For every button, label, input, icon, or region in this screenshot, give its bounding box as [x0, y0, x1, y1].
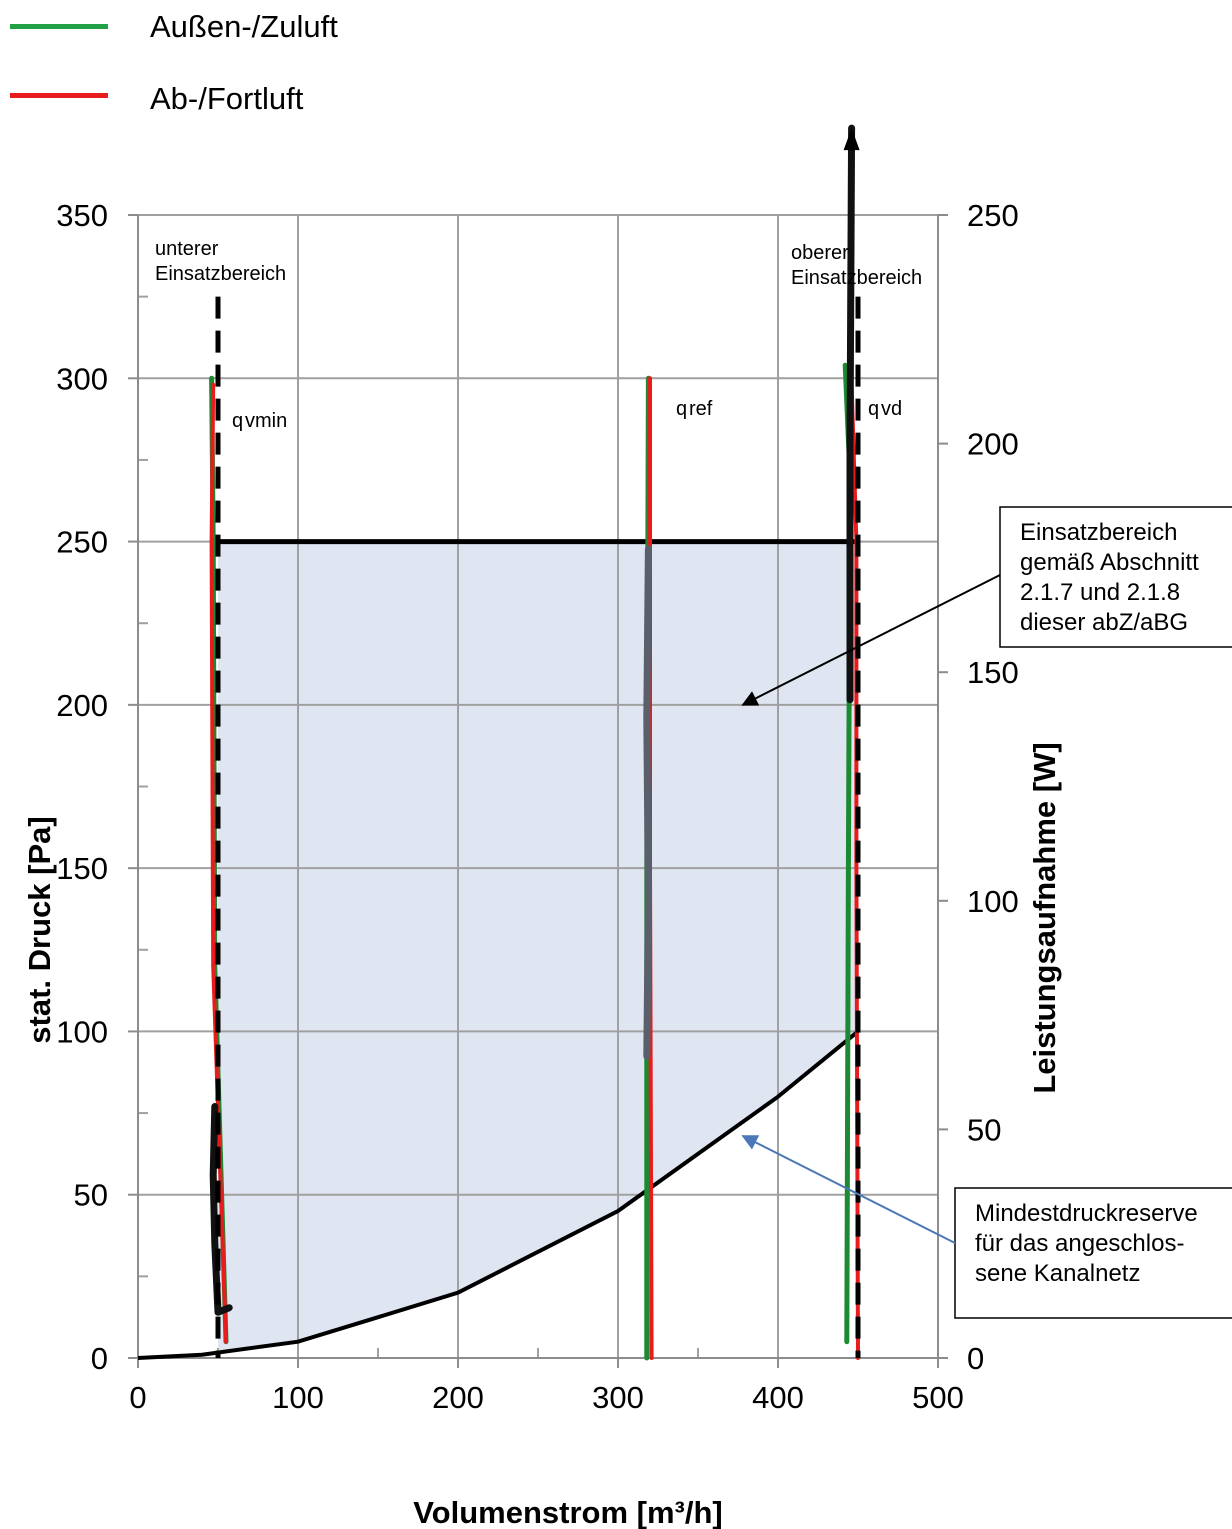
range-label: oberer [791, 242, 849, 264]
y-tick-label: 350 [56, 198, 108, 233]
y-tick-label: 300 [56, 361, 108, 396]
annotation-text: 2.1.7 und 2.1.8 [1020, 579, 1180, 606]
annotation-text: für das angeschlos- [975, 1230, 1184, 1257]
range-label: unterer [155, 238, 219, 260]
y-tick-label: 0 [91, 1341, 108, 1376]
y2-tick-label: 250 [967, 198, 1019, 233]
flow-marker-subscript: vd [881, 398, 902, 420]
annotation-arrow [741, 1135, 956, 1244]
x-tick-label: 400 [752, 1380, 804, 1415]
y-tick-label: 100 [56, 1014, 108, 1049]
x-tick-label: 200 [432, 1380, 484, 1415]
x-axis-title: Volumenstrom [m³/h] [413, 1495, 722, 1529]
power-curve [643, 545, 652, 1060]
flow-marker-label: q [868, 398, 879, 420]
y2-tick-label: 100 [967, 884, 1019, 919]
y-axis-title: stat. Druck [Pa] [22, 816, 57, 1043]
y-tick-label: 200 [56, 688, 108, 723]
annotation-arrow [741, 574, 1001, 706]
range-label: Einsatzbereich [155, 263, 286, 285]
y2-tick-label: 50 [967, 1112, 1001, 1147]
annotation-text: Einsatzbereich [1020, 519, 1177, 546]
flow-marker-label: q [232, 410, 243, 432]
y2-tick-label: 200 [967, 427, 1019, 462]
operating-range-area [218, 541, 858, 1353]
annotation-text: gemäß Abschnitt [1020, 549, 1199, 576]
annotation-text: sene Kanalnetz [975, 1260, 1140, 1287]
power-curve [846, 124, 856, 704]
y2-tick-label: 150 [967, 655, 1019, 690]
annotation-text: Mindestdruckreserve [975, 1200, 1198, 1227]
y2-tick-label: 0 [967, 1341, 984, 1376]
power-arrow-head [843, 128, 860, 151]
x-tick-label: 300 [592, 1380, 644, 1415]
y2-axis-title: Leistungsaufnahme [W] [1027, 742, 1062, 1093]
y-tick-label: 150 [56, 851, 108, 886]
power-curve [209, 1103, 233, 1316]
annotation-box [999, 506, 1232, 648]
y-tick-label: 50 [74, 1178, 108, 1213]
annotation-text: dieser abZ/aBG [1020, 609, 1188, 636]
annotation-box [954, 1187, 1232, 1319]
legend-label-exhaust: Ab-/Fortluft [150, 81, 304, 116]
flow-marker-subscript: ref [689, 398, 713, 420]
y-tick-label: 250 [56, 525, 108, 560]
legend-label-supply: Außen-/Zuluft [150, 9, 338, 44]
system-curve [137, 1029, 860, 1360]
x-tick-label: 100 [272, 1380, 324, 1415]
flow-marker-label: q [676, 398, 687, 420]
legend-line-exhaust [10, 93, 108, 98]
flow-marker-subscript: vmin [245, 410, 287, 432]
x-tick-label: 500 [912, 1380, 964, 1415]
x-tick-label: 0 [129, 1380, 146, 1415]
legend-line-supply [10, 24, 108, 29]
range-label: Einsatzbereich [791, 267, 922, 289]
